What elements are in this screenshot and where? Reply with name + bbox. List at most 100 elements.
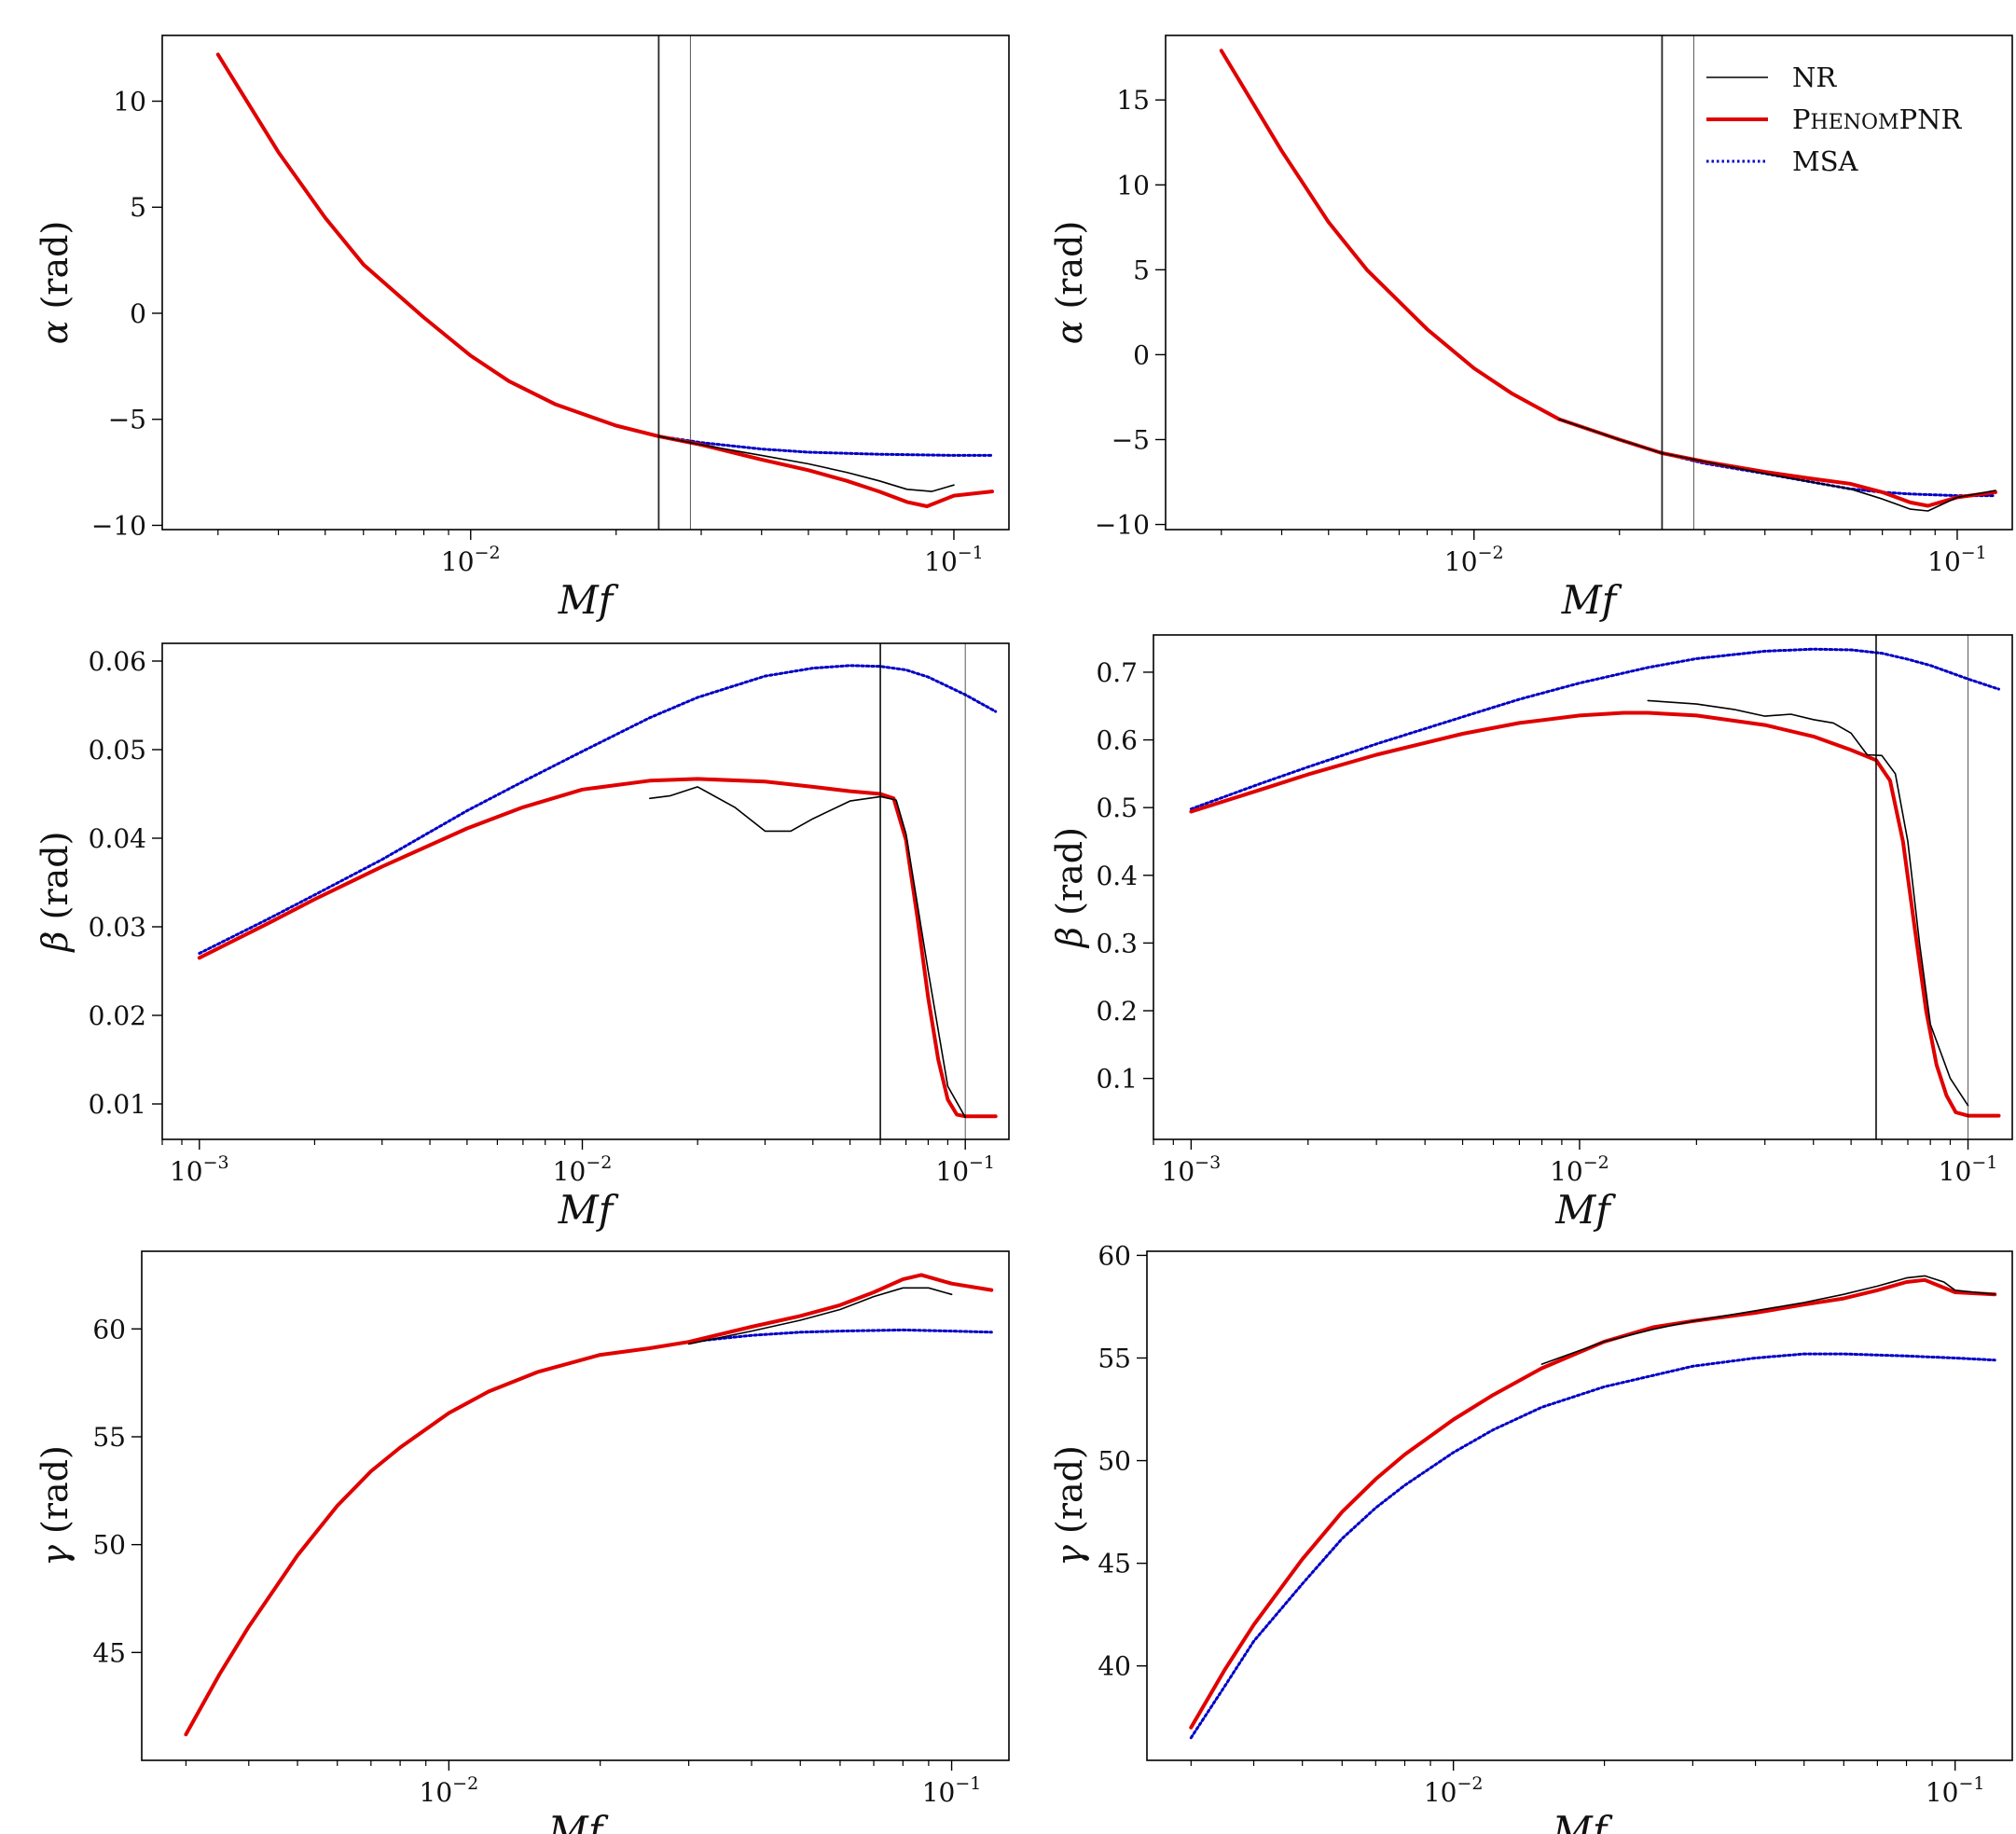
x-tick-label: 10−2 xyxy=(441,543,501,577)
axes-frame xyxy=(161,34,1010,531)
series-nr xyxy=(1540,1275,1996,1365)
y-tick-label: −10 xyxy=(91,510,146,541)
series-phenompnr xyxy=(1189,710,2001,1118)
legend-label: PHENOMPNR xyxy=(1792,103,1962,135)
y-axis-label: γ (rad) xyxy=(35,1445,76,1566)
y-tick-label: 0.04 xyxy=(89,823,146,854)
y-tick-label: −5 xyxy=(108,405,146,435)
legend-label: NR xyxy=(1792,62,1837,93)
x-tick-label: 10−1 xyxy=(1926,1773,1985,1808)
x-tick-label: 10−2 xyxy=(420,1773,479,1808)
y-axis-label: α (rad) xyxy=(35,221,76,345)
x-tick-label: 10−2 xyxy=(1444,543,1504,577)
x-tick-label: 10−1 xyxy=(922,1773,982,1808)
x-tick-label: 10−3 xyxy=(1162,1152,1222,1187)
axes-frame xyxy=(141,1250,1010,1761)
y-tick-label: 60 xyxy=(1098,1240,1131,1271)
y-tick-label: 5 xyxy=(1133,255,1150,285)
series-msa xyxy=(1189,1352,1996,1740)
series-group xyxy=(184,1273,994,1737)
panel-top-left: 10−2 10−1 10 5 0 −5 −10 Mf α (rad) xyxy=(35,34,1010,623)
y-tick-label: 0.1 xyxy=(1096,1064,1138,1095)
y-tick-label: 0.02 xyxy=(89,1000,146,1031)
y-tick-label: 5 xyxy=(130,192,146,223)
series-phenompnr xyxy=(197,777,998,1119)
legend: NR PHENOMPNR MSA xyxy=(1706,62,1962,177)
y-tick-label: 40 xyxy=(1098,1651,1131,1682)
y-tick-label: 60 xyxy=(92,1314,126,1344)
axes-frame xyxy=(161,642,1010,1140)
y-tick-label: 0 xyxy=(1133,339,1150,370)
y-tick-label: 0 xyxy=(130,298,146,329)
axes-frame xyxy=(1146,1250,2013,1761)
x-axis-label: Mf xyxy=(1554,1187,1616,1233)
series-group xyxy=(215,52,994,508)
x-tick-label: 10−1 xyxy=(1939,1152,1998,1187)
series-group xyxy=(1189,1275,1997,1740)
panel-bottom-right: 10−2 10−1 60 55 50 45 40 Mf γ (rad) xyxy=(1049,1240,2013,1834)
legend-label: MSA xyxy=(1792,145,1859,177)
y-tick-label: 10 xyxy=(113,87,146,117)
x-tick-label: 10−2 xyxy=(1424,1773,1484,1808)
series-nr xyxy=(648,786,966,1119)
series-phenompnr xyxy=(1189,1277,1997,1730)
series-phenompnr xyxy=(215,52,994,508)
legend-entry-phenompnr: PHENOMPNR xyxy=(1706,103,1962,135)
y-tick-label: 55 xyxy=(1098,1343,1131,1373)
series-msa xyxy=(1189,647,2000,811)
y-tick-label: 50 xyxy=(1098,1446,1131,1477)
x-axis-label: Mf xyxy=(1552,1808,1613,1834)
y-tick-label: 0.03 xyxy=(89,912,146,943)
y-tick-label: 55 xyxy=(92,1422,126,1453)
y-tick-label: 0.4 xyxy=(1096,861,1138,891)
x-tick-label: 10−2 xyxy=(553,1152,613,1187)
panel-middle-right: 10−3 10−2 10−1 0.7 0.6 0.5 0.4 0.3 0.2 0.1 Mf β (ra… xyxy=(1049,634,2013,1233)
x-axis-label: Mf xyxy=(558,1187,619,1233)
y-tick-label: 0.6 xyxy=(1096,725,1138,756)
series-nr xyxy=(1647,699,1969,1107)
series-group xyxy=(197,664,998,1119)
y-axis-label: α (rad) xyxy=(1049,221,1090,345)
y-tick-label: 0.01 xyxy=(89,1089,146,1120)
x-axis-label: Mf xyxy=(558,577,619,623)
series-nr xyxy=(657,435,955,492)
legend-entry-nr: NR xyxy=(1706,62,1837,93)
axes-frame xyxy=(1153,634,2013,1140)
y-tick-label: 15 xyxy=(1116,85,1150,116)
x-tick-label: 10−1 xyxy=(935,1152,995,1187)
y-tick-label: 0.05 xyxy=(89,735,146,765)
x-axis-label: Mf xyxy=(1561,577,1622,623)
y-tick-label: 0.7 xyxy=(1096,657,1138,688)
y-tick-label: 45 xyxy=(92,1637,126,1668)
series-msa xyxy=(184,1328,993,1736)
y-tick-label: −5 xyxy=(1112,424,1150,455)
y-axis-label: β (rad) xyxy=(35,832,76,954)
series-phenompnr xyxy=(184,1273,994,1737)
y-tick-label: 45 xyxy=(1098,1549,1131,1579)
series-nr xyxy=(687,1287,953,1345)
series-nr xyxy=(1558,418,1996,512)
y-tick-label: 0.06 xyxy=(89,646,146,677)
x-tick-label: 10−2 xyxy=(1550,1152,1609,1187)
panel-bottom-left: 10−2 10−1 60 55 50 45 Mf γ (rad) xyxy=(35,1250,1010,1834)
x-tick-label: 10−1 xyxy=(924,543,984,577)
y-tick-label: 0.3 xyxy=(1096,928,1138,958)
y-tick-label: 10 xyxy=(1116,170,1150,200)
series-msa xyxy=(216,53,994,457)
y-tick-label: −10 xyxy=(1095,510,1150,541)
y-axis-label: γ (rad) xyxy=(1049,1445,1090,1566)
x-tick-label: 10−1 xyxy=(1927,543,1987,577)
legend-entry-msa: MSA xyxy=(1706,145,1859,177)
y-axis-label: β (rad) xyxy=(1049,827,1090,949)
x-tick-label: 10−3 xyxy=(170,1152,229,1187)
y-tick-label: 0.5 xyxy=(1096,793,1138,823)
panel-middle-left: 10−3 10−2 10−1 0.06 0.05 0.04 0.03 0.02 0.01 Mf β … xyxy=(35,642,1010,1233)
y-tick-label: 0.2 xyxy=(1096,996,1138,1027)
axes-frame xyxy=(1165,34,2013,531)
x-axis-label: Mf xyxy=(547,1808,609,1834)
series-group xyxy=(1189,647,2001,1118)
y-tick-label: 50 xyxy=(92,1530,126,1561)
series-msa xyxy=(198,664,998,955)
